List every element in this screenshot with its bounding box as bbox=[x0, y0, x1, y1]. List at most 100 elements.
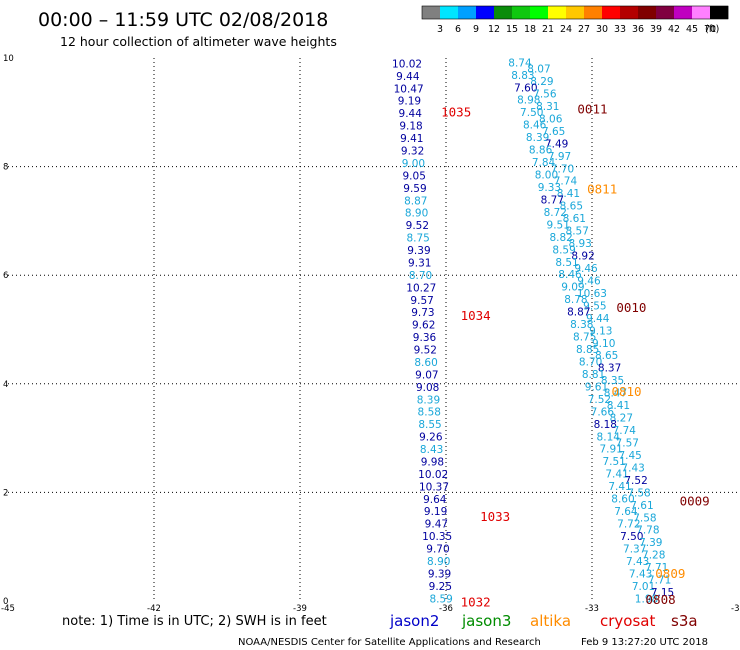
track-left-point: 9.98 bbox=[421, 456, 444, 468]
track-right-point: 8.41 bbox=[557, 188, 580, 200]
track-right-point: 8.35 bbox=[601, 375, 624, 387]
track-left-point: 10.02 bbox=[392, 58, 422, 70]
track-right-point: 8.98 bbox=[517, 95, 540, 107]
legend-entry-altika: altika bbox=[530, 612, 571, 630]
track-right-point: 7.60 bbox=[514, 82, 537, 94]
track-right-point: 9.09 bbox=[561, 282, 584, 294]
track-right-point: 8.27 bbox=[610, 413, 633, 425]
track-right-point: 8.61 bbox=[563, 213, 586, 225]
track-left-point: 9.08 bbox=[416, 382, 439, 394]
track-right-point: 7.39 bbox=[639, 537, 662, 549]
track-left-point: 9.52 bbox=[406, 220, 429, 232]
track-left-point: 9.39 bbox=[428, 568, 451, 580]
time-label: 1033 bbox=[480, 509, 510, 524]
color-scale-unit: (ft) bbox=[705, 24, 719, 35]
track-right-point: 8.18 bbox=[594, 419, 617, 431]
track-right-point: 7.65 bbox=[542, 126, 565, 138]
track-right-point: 8.41 bbox=[607, 400, 630, 412]
track-right-point: 7.74 bbox=[554, 176, 578, 188]
track-left-point: 9.64 bbox=[423, 494, 447, 506]
track-right-point: 7.71 bbox=[645, 562, 668, 574]
track-left-point: 8.55 bbox=[418, 419, 441, 431]
track-right-point: 8.51 bbox=[555, 257, 578, 269]
track-left-point: 9.18 bbox=[399, 121, 422, 133]
grid bbox=[8, 58, 738, 601]
track-right-point: 8.70 bbox=[579, 356, 602, 368]
track-right-point: 7.43 bbox=[626, 556, 649, 568]
track-left-point: 10.35 bbox=[422, 531, 452, 543]
track-right-point: 10.63 bbox=[577, 288, 607, 300]
track-right-point: 9.13 bbox=[589, 325, 612, 337]
color-scale-label: 18 bbox=[524, 24, 536, 35]
track-left-point: 9.62 bbox=[412, 320, 435, 332]
track-right-point: 7.70 bbox=[551, 163, 574, 175]
track-right-point: 9.55 bbox=[583, 300, 606, 312]
track-right-point: 7.58 bbox=[633, 512, 656, 524]
time-label: 0011 bbox=[577, 102, 607, 117]
track-left-point: 9.70 bbox=[426, 544, 449, 556]
track-right-point: 8.37 bbox=[598, 363, 621, 375]
track-right-point: 8.92 bbox=[571, 251, 594, 263]
color-scale-label: 42 bbox=[668, 24, 680, 35]
color-scale-label: 24 bbox=[560, 24, 572, 35]
track-right-point: 7.50 bbox=[620, 531, 643, 543]
track-right-point: 7.56 bbox=[533, 89, 557, 101]
track-right-point: 8.46 bbox=[523, 120, 547, 132]
track-left-point: 9.19 bbox=[398, 96, 421, 108]
y-tick-label: 6 bbox=[3, 271, 8, 281]
track-right-point: 7.49 bbox=[545, 138, 568, 150]
track-right-point: 9.46 bbox=[574, 263, 598, 275]
track-left-point: 9.39 bbox=[407, 245, 430, 257]
time-label: 0808 bbox=[646, 592, 676, 607]
track-right-point: 8.72 bbox=[544, 207, 567, 219]
track-left-point: 8.39 bbox=[417, 394, 440, 406]
track-right-point: 8.77 bbox=[541, 194, 564, 206]
track-right-point: 7.45 bbox=[618, 450, 641, 462]
track-right-point: 7.64 bbox=[614, 506, 638, 518]
track-right-point: 1.98 bbox=[635, 593, 658, 605]
track-left-point: 10.02 bbox=[418, 469, 448, 481]
footer-credit: NOAA/NESDIS Center for Satellite Applica… bbox=[238, 637, 541, 648]
track-right-point: 7.91 bbox=[599, 444, 622, 456]
track-left-point: 9.41 bbox=[400, 133, 423, 145]
track-right-point: 7.57 bbox=[616, 437, 639, 449]
track-right-point: 8.39 bbox=[526, 132, 549, 144]
track-right-point: 8.14 bbox=[597, 431, 621, 443]
color-swatch bbox=[620, 6, 639, 19]
color-scale-label: 45 bbox=[686, 24, 698, 35]
track-right-point: 8.59 bbox=[552, 244, 575, 256]
track-right-point: 7.52 bbox=[624, 475, 647, 487]
track-right-point: 7.78 bbox=[636, 525, 659, 537]
time-label: 0811 bbox=[587, 181, 617, 196]
track-left-point: 10.47 bbox=[394, 83, 424, 95]
track-left-point: 10.27 bbox=[406, 282, 436, 294]
track-right-point: 8.83 bbox=[511, 70, 534, 82]
track-left-point: 8.87 bbox=[404, 195, 427, 207]
track-right-point: 8.87 bbox=[567, 307, 590, 319]
track-right-point: 7.72 bbox=[617, 519, 640, 531]
color-scale-label: 30 bbox=[596, 24, 608, 35]
color-swatch bbox=[692, 6, 711, 19]
track-right-point: 7.84 bbox=[532, 157, 556, 169]
track-right-point: 8.65 bbox=[595, 350, 618, 362]
legend-entry-jason2: jason2 bbox=[389, 612, 439, 630]
y-tick-label: 8 bbox=[3, 163, 8, 173]
track-right-point: 8.46 bbox=[558, 269, 582, 281]
track-left-point: 9.05 bbox=[403, 170, 426, 182]
legend: jason2 jason3 altika cryosat s3a bbox=[389, 612, 698, 630]
color-swatch bbox=[512, 6, 531, 19]
track-left-point: 9.31 bbox=[408, 257, 431, 269]
track-right-point: 9.10 bbox=[592, 338, 615, 350]
color-swatch bbox=[602, 6, 621, 19]
x-tick-label: -42 bbox=[147, 604, 161, 614]
track-left-point: 8.90 bbox=[405, 208, 428, 220]
track-right-point: 8.38 bbox=[570, 319, 593, 331]
track-right-point: 7.58 bbox=[627, 487, 650, 499]
color-scale-label: 33 bbox=[614, 24, 626, 35]
track-right-point: 8.07 bbox=[527, 64, 550, 76]
color-swatch bbox=[476, 6, 495, 19]
color-swatch bbox=[656, 6, 675, 19]
track-right-point: 8.85 bbox=[576, 344, 599, 356]
color-scale-label: 70 bbox=[704, 24, 716, 35]
